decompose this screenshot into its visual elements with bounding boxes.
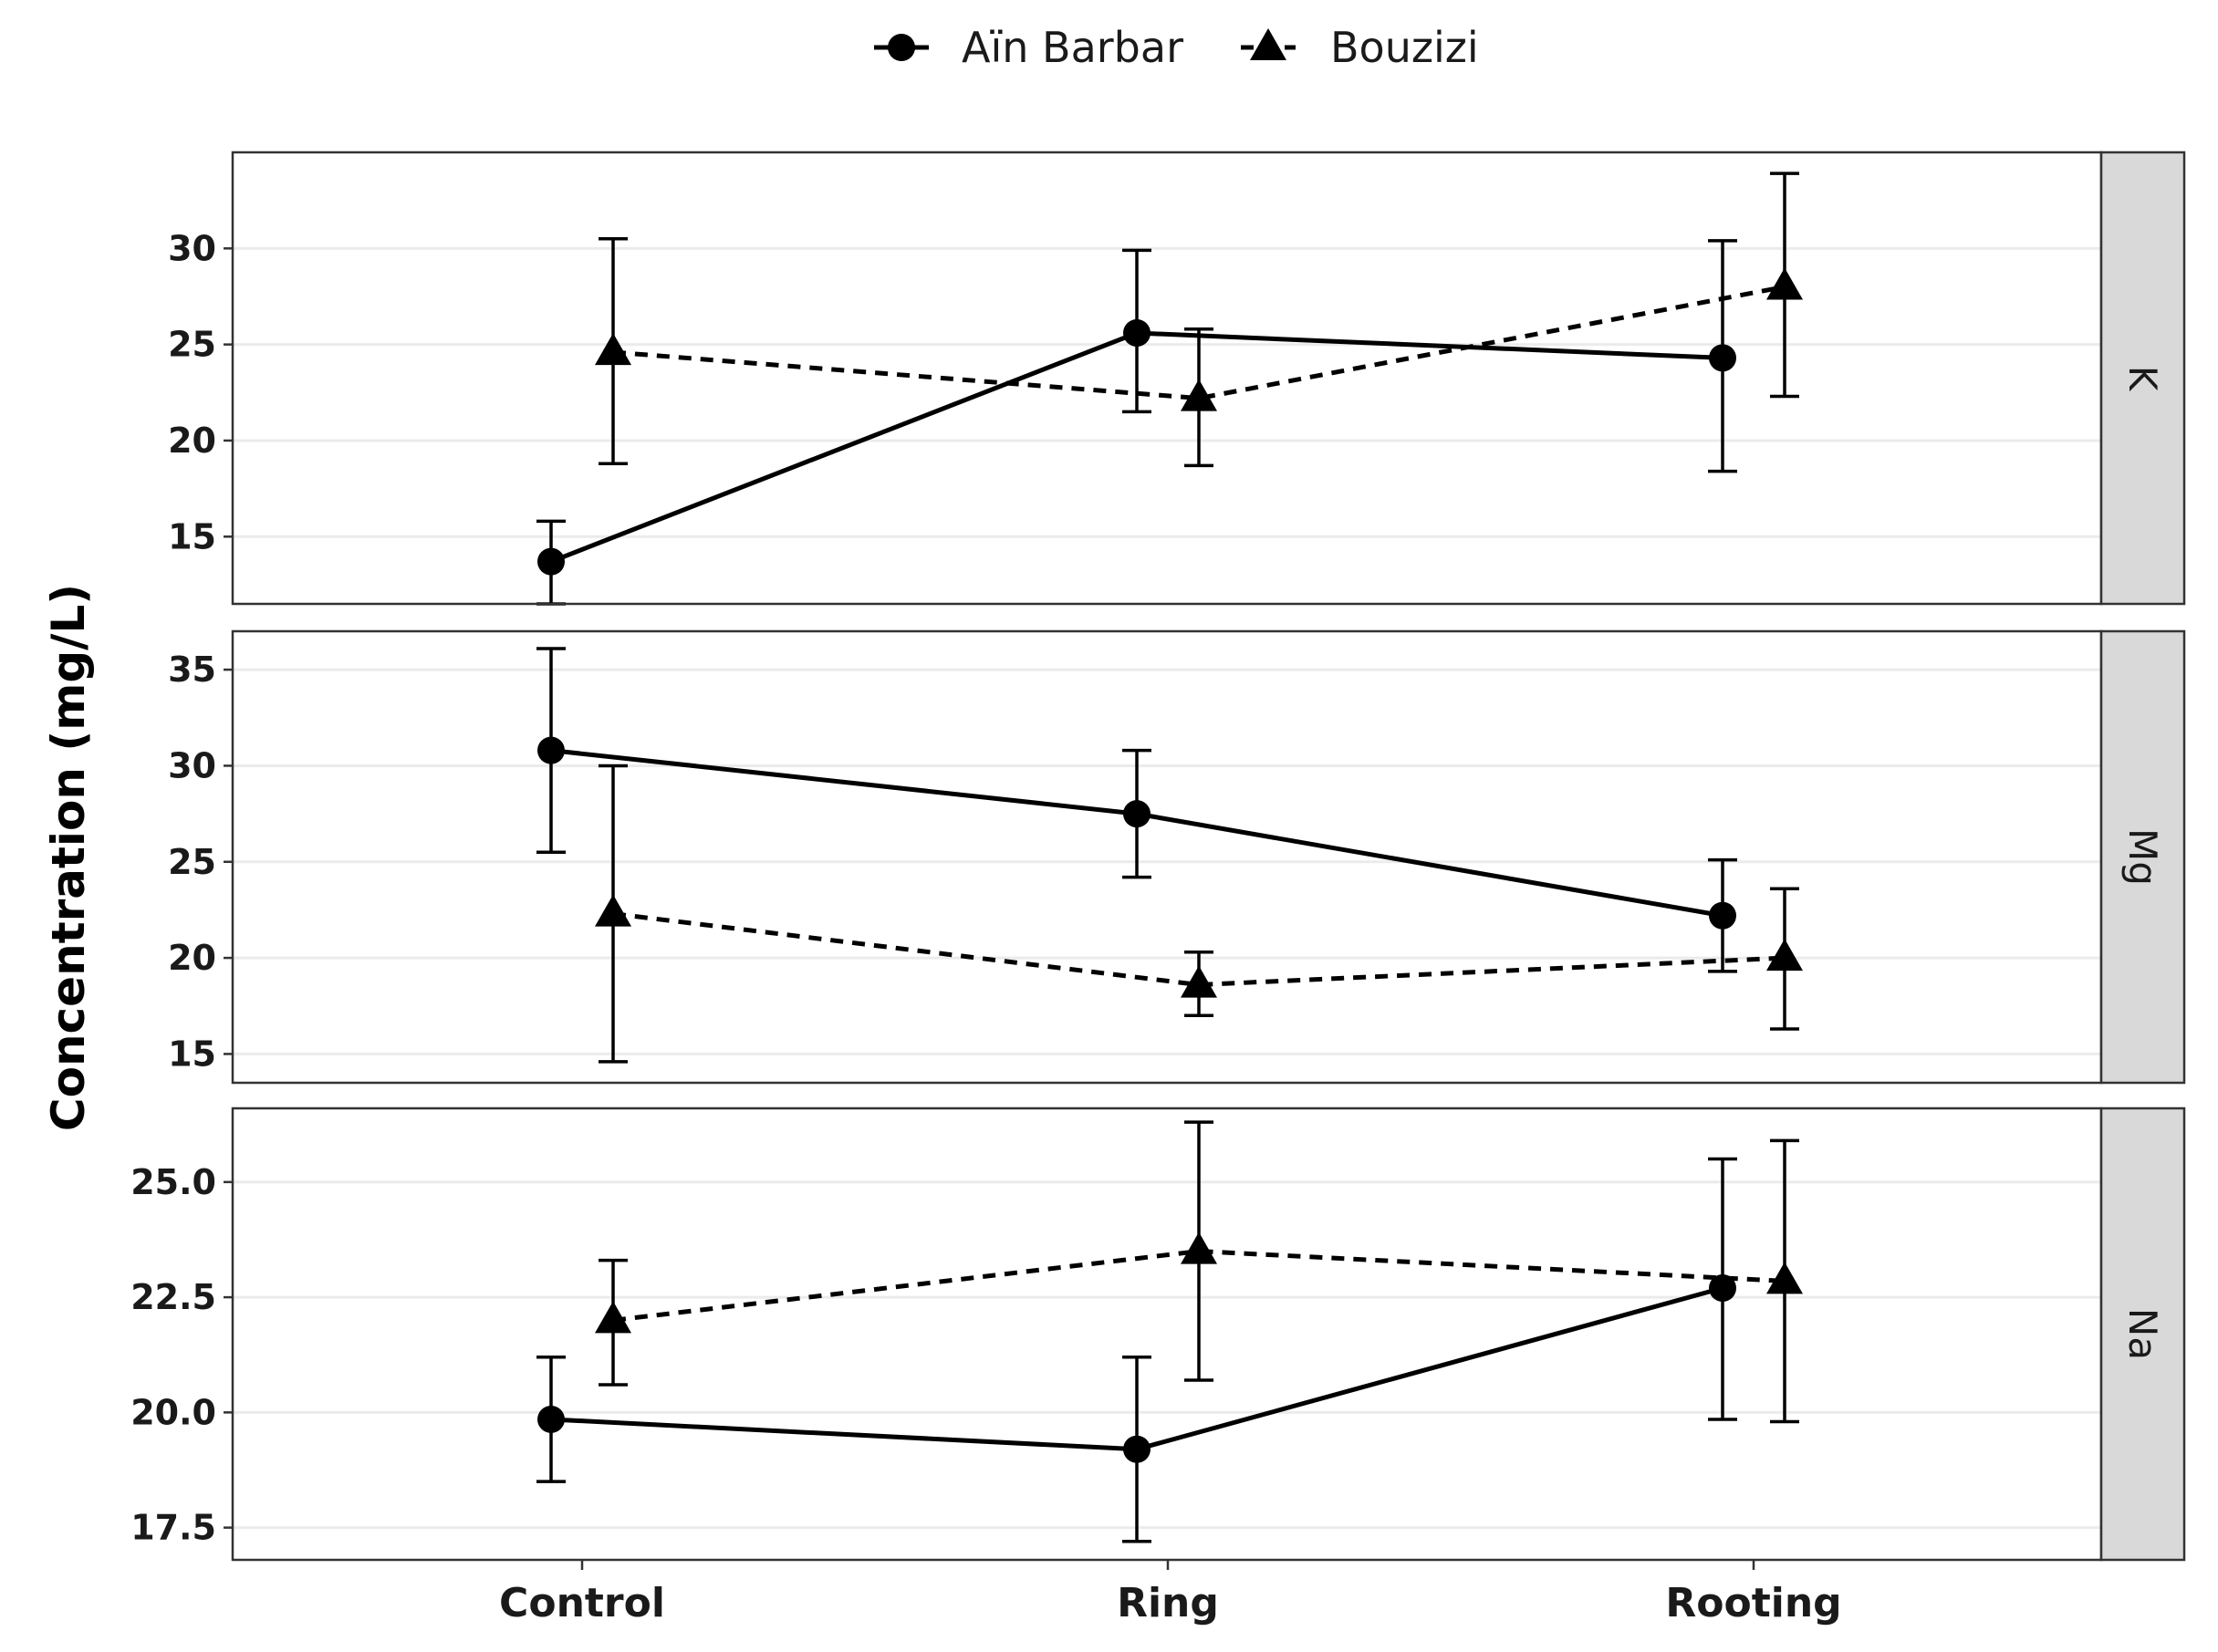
facet-strip-label: Mg: [2120, 828, 2165, 886]
facet-strip-label: K: [2120, 366, 2165, 392]
data-point-triangle: [1181, 379, 1217, 411]
data-point-circle: [1123, 800, 1151, 828]
data-point-triangle: [1766, 1262, 1803, 1294]
y-tick-label: 17.5: [130, 1508, 216, 1548]
y-tick-label: 25: [168, 842, 216, 882]
y-tick-label: 35: [168, 649, 216, 690]
y-tick-label: 22.5: [130, 1277, 216, 1317]
legend-key-bouzizi: [1241, 28, 1296, 60]
data-point-circle: [1709, 344, 1736, 372]
y-tick-label: 15: [168, 1034, 216, 1074]
facet-strip: [2099, 1107, 2186, 1562]
data-point-circle: [1123, 319, 1151, 347]
y-tick-label: 20.0: [130, 1392, 216, 1432]
legend-key-ain-barbar: [874, 34, 929, 61]
data-point-circle: [1709, 901, 1736, 930]
x-tick-label: Rooting: [1665, 1580, 1841, 1626]
facet-strip-label: Na: [2120, 1308, 2165, 1360]
data-point-triangle: [1181, 1231, 1217, 1264]
facet-strip: [2099, 629, 2186, 1085]
data-point-circle: [537, 1405, 565, 1433]
data-point-circle: [1709, 1273, 1736, 1302]
data-point-circle: [1123, 1435, 1151, 1463]
y-tick-label: 30: [168, 745, 216, 785]
facet-strip: [2099, 151, 2186, 606]
legend-label-ain-barbar: Aïn Barbar: [962, 23, 1183, 72]
x-tick-label: Ring: [1117, 1580, 1219, 1626]
data-point-triangle: [595, 1301, 631, 1334]
data-point-triangle: [1766, 267, 1803, 300]
panel-mg: 15 20 25 30 35 Mg: [168, 629, 2186, 1085]
y-tick-label: 30: [168, 228, 216, 268]
data-point-triangle: [1766, 939, 1803, 971]
y-tick-label: 25.0: [130, 1162, 216, 1202]
data-point-circle: [537, 547, 565, 576]
panels: 15 20 25 30 K 15 20 25 30 35 Mg 17.5 20.0 22.5 25.0 Na: [130, 151, 2186, 1562]
data-point-triangle: [1181, 965, 1217, 998]
data-point-triangle: [595, 894, 631, 927]
y-tick-label: 20: [168, 421, 216, 461]
y-axis-title: Concentration (mg/L): [42, 584, 95, 1131]
x-axis: Control Ring Rooting: [499, 1560, 1842, 1626]
legend-label-bouzizi: Bouzizi: [1330, 23, 1479, 72]
panel-na: 17.5 20.0 22.5 25.0 Na: [130, 1107, 2186, 1562]
panel-k: 15 20 25 30 K: [168, 151, 2186, 606]
data-point-circle: [537, 736, 565, 764]
y-tick-label: 20: [168, 938, 216, 978]
y-tick-label: 25: [168, 325, 216, 365]
legend: Aïn Barbar Bouzizi: [874, 23, 1479, 72]
data-point-triangle: [595, 333, 631, 366]
x-tick-label: Control: [499, 1580, 665, 1626]
y-tick-label: 15: [168, 516, 216, 556]
